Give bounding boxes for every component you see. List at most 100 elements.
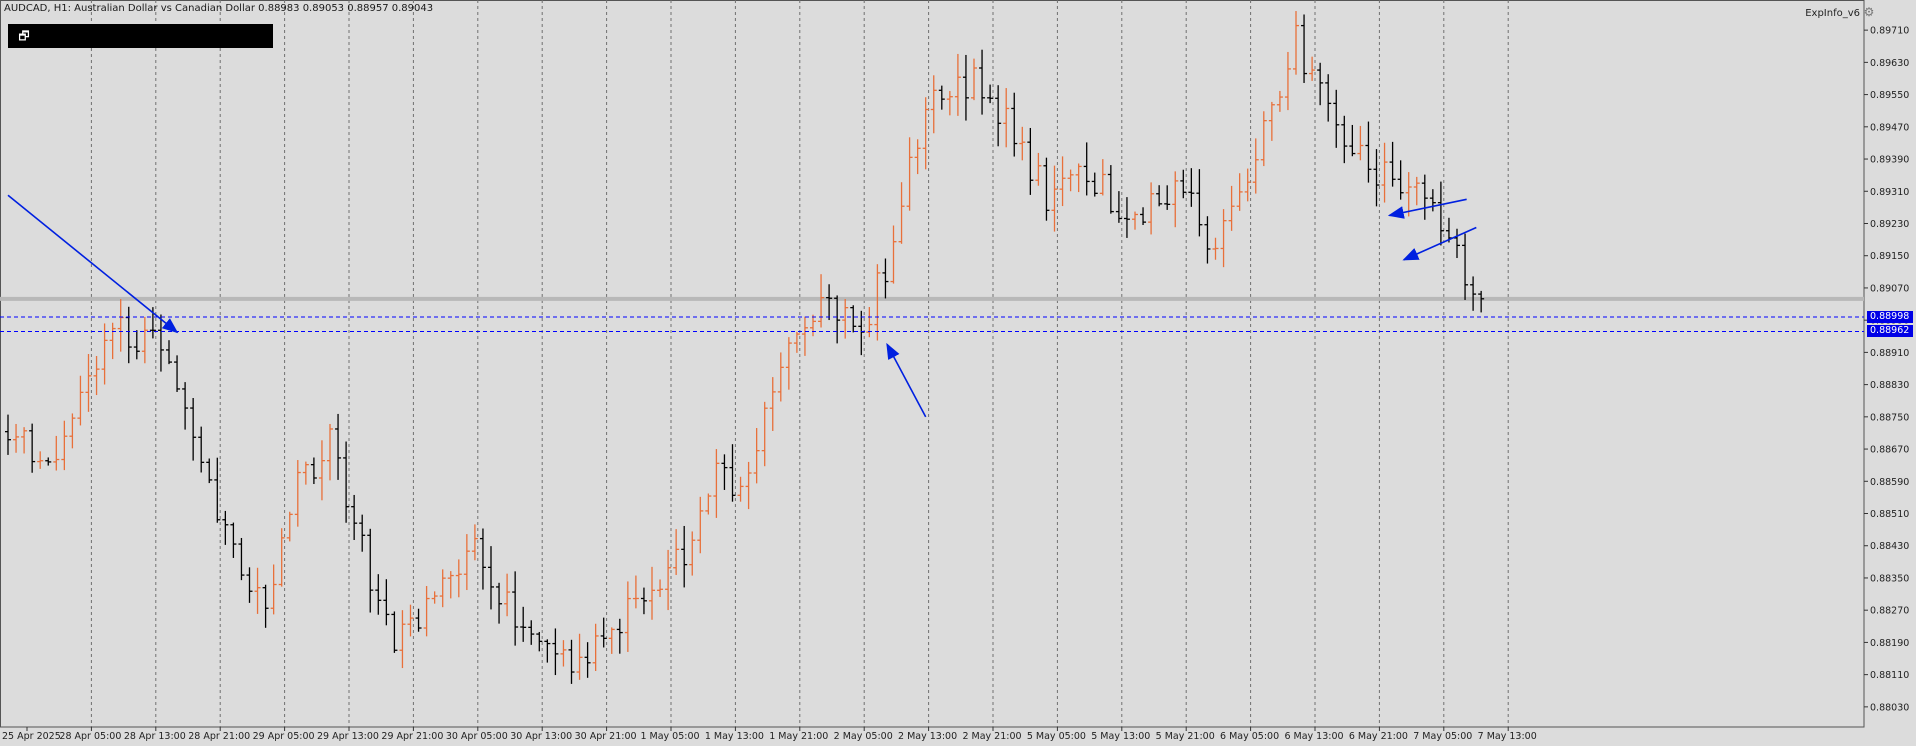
- time-tick-label: 6 May 05:00: [1220, 731, 1279, 742]
- ohlc-bar-bull: [705, 493, 712, 515]
- settings-icon[interactable]: ⚙: [1863, 5, 1875, 19]
- ohlc-bar-bull: [77, 375, 84, 426]
- ohlc-bar-bull: [560, 640, 567, 667]
- ohlc-bar-bear: [125, 306, 132, 364]
- time-tick-label: 30 Apr 13:00: [510, 731, 572, 742]
- ohlc-bar-bear: [1011, 92, 1018, 157]
- ohlc-bar-bear: [729, 444, 736, 502]
- ohlc-bar-bear: [616, 618, 623, 654]
- time-tick-label: 2 May 13:00: [898, 731, 957, 742]
- ohlc-bar-bear: [520, 606, 527, 642]
- ohlc-bar-bear: [343, 441, 350, 523]
- ohlc-bar-bear: [45, 457, 52, 466]
- plot-frame: [0, 0, 1865, 728]
- ohlc-bar-bear: [262, 584, 269, 628]
- ohlc-bar-bear: [166, 340, 172, 365]
- time-tick-label: 25 Apr 2025: [2, 731, 61, 742]
- ohlc-bar-bear: [552, 628, 559, 676]
- time-tick-label: 5 May 21:00: [1156, 731, 1215, 742]
- ohlc-bar-bull: [278, 528, 285, 587]
- ohlc-bar-bull: [673, 529, 680, 575]
- ohlc-bar-bear: [850, 305, 857, 333]
- price-tick-label: 0.88670: [1870, 445, 1909, 456]
- ohlc-bar-bull: [801, 316, 808, 356]
- arrow-annotation-3[interactable]: [1387, 198, 1467, 219]
- price-tick-label: 0.88270: [1870, 606, 1909, 617]
- price-tick-label: 0.88430: [1870, 541, 1909, 552]
- ohlc-bar-bear: [1462, 233, 1469, 300]
- indicator-label: ExpInfo_v6: [1805, 8, 1860, 19]
- ohlc-bar-bull: [61, 420, 68, 471]
- price-tick-label: 0.88510: [1870, 509, 1909, 520]
- ohlc-bar-bull: [761, 401, 768, 467]
- ohlc-bar-bull: [37, 451, 44, 469]
- ohlc-bar-bear: [1349, 124, 1356, 157]
- ohlc-bar-bull: [423, 586, 430, 637]
- ohlc-bar-bull: [1172, 171, 1179, 228]
- ohlc-bar-bull: [439, 569, 446, 608]
- ohlc-bar-bull: [777, 352, 784, 402]
- ohlc-bar-bull: [327, 423, 333, 481]
- ohlc-bar-bear: [600, 617, 607, 648]
- ohlc-bar-bear: [1164, 185, 1171, 210]
- ohlc-bar-bear: [335, 413, 342, 480]
- ohlc-bar-bear: [133, 330, 140, 360]
- price-tick-label: 0.89470: [1870, 122, 1909, 133]
- ohlc-bar-bull: [1276, 90, 1283, 112]
- ohlc-bar-bear: [858, 310, 865, 356]
- time-tick-label: 29 Apr 05:00: [253, 731, 315, 742]
- price-tick-label: 0.89070: [1870, 283, 1909, 294]
- collapsed-panel[interactable]: 🗗: [8, 24, 273, 48]
- time-tick-label: 29 Apr 21:00: [381, 731, 443, 742]
- time-tick-label: 7 May 05:00: [1413, 731, 1472, 742]
- ohlc-bar-bear: [882, 258, 889, 299]
- ohlc-bar-bull: [874, 264, 881, 341]
- ohlc-bar-bull: [294, 460, 301, 527]
- ohlc-bar-bear: [246, 567, 253, 603]
- price-tick-label: 0.89390: [1870, 155, 1909, 166]
- ohlc-bar-bull: [930, 75, 937, 134]
- ohlc-bar-bear: [1373, 149, 1380, 207]
- time-tick-label: 1 May 05:00: [640, 731, 699, 742]
- time-tick-label: 30 Apr 05:00: [446, 731, 508, 742]
- arrow-annotation-2[interactable]: [886, 342, 927, 418]
- ohlc-bar-bear: [962, 54, 969, 121]
- ohlc-bar-bull: [504, 573, 511, 617]
- ohlc-bar-bull: [914, 139, 921, 175]
- ohlc-bar-bull: [576, 633, 583, 680]
- arrow-annotation-4[interactable]: [1402, 226, 1477, 261]
- ohlc-bar-bull: [665, 549, 672, 611]
- ohlc-bar-bear: [1180, 169, 1187, 199]
- ohlc-bar-bull: [608, 627, 615, 654]
- ohlc-bar-bull: [1075, 163, 1082, 193]
- ohlc-bar-bear: [1437, 181, 1444, 246]
- ohlc-bar-bear: [1389, 141, 1396, 187]
- price-tick-label: 0.89310: [1870, 187, 1909, 198]
- ohlc-bar-bull: [1035, 152, 1042, 186]
- ohlc-bar-bull: [109, 322, 116, 360]
- ohlc-bar-bull: [21, 427, 28, 454]
- time-tick-label: 2 May 21:00: [962, 731, 1021, 742]
- ohlc-bar-bull: [286, 511, 293, 542]
- ohlc-bar-bull: [906, 137, 913, 211]
- price-tick-label: 0.89230: [1870, 219, 1909, 230]
- ohlc-bar-bear: [1188, 168, 1195, 207]
- ohlc-bar-bull: [954, 53, 961, 116]
- ohlc-bar-bull: [1381, 142, 1388, 203]
- ohlc-bar-bull: [1260, 111, 1267, 167]
- ohlc-bar-bull: [697, 496, 704, 554]
- ohlc-bar-bull: [793, 331, 800, 353]
- ohlc-bar-bull: [431, 591, 438, 604]
- ohlc-bar-bear: [1397, 160, 1404, 200]
- ohlc-bar-bull: [407, 604, 414, 637]
- restore-window-icon[interactable]: 🗗: [18, 29, 30, 43]
- ohlc-bar-bear: [721, 454, 728, 490]
- ohlc-bar-bear: [198, 426, 205, 473]
- ohlc-bar-bull: [1357, 125, 1364, 161]
- chart-title: AUDCAD, H1: Australian Dollar vs Canadia…: [4, 3, 434, 14]
- arrow-annotation-1[interactable]: [7, 194, 179, 334]
- ohlc-bar-bear: [1325, 74, 1332, 122]
- price-tick-label: 0.89550: [1870, 90, 1909, 101]
